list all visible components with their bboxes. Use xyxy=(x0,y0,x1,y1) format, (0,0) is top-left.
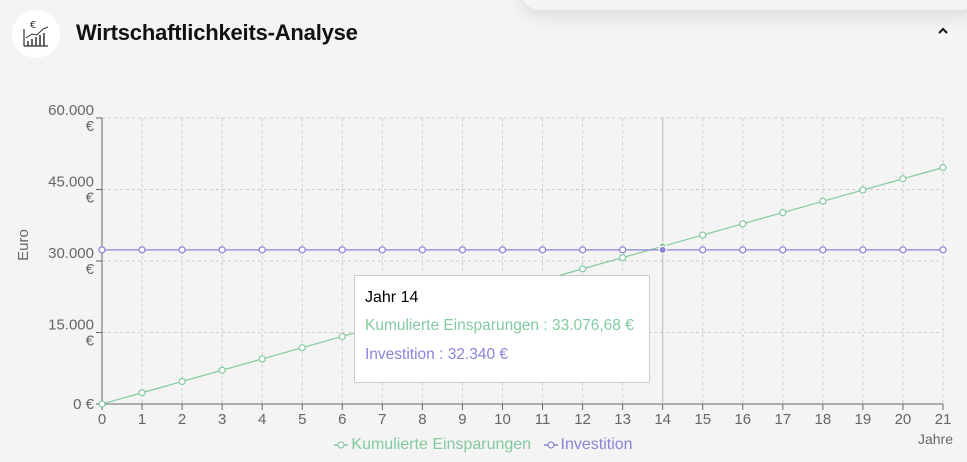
x-tick-label: 10 xyxy=(494,411,511,428)
data-point xyxy=(298,344,306,352)
data-point xyxy=(218,366,226,374)
data-point xyxy=(298,246,306,254)
y-tick-label: 15.000 € xyxy=(48,317,95,350)
data-point xyxy=(619,254,627,262)
x-tick-label: 11 xyxy=(535,411,551,428)
data-point xyxy=(939,246,947,254)
x-tick-label: 3 xyxy=(218,411,226,428)
data-point xyxy=(98,400,106,408)
data-point xyxy=(338,332,346,341)
x-tick-label: 9 xyxy=(458,411,466,428)
chevron-up-icon[interactable] xyxy=(934,22,952,40)
x-tick-label: 1 xyxy=(138,411,146,428)
y-tick-label-line: 30.000 xyxy=(48,245,94,262)
x-axis-label: Jahre xyxy=(918,431,953,447)
chart-euro-icon: € xyxy=(12,10,60,58)
y-tick-label-line: 60.000 xyxy=(48,102,94,119)
y-tick-label-line: € xyxy=(86,333,95,350)
data-point xyxy=(859,246,867,254)
tooltip-savings: Kumulierte Einsparungen : 33.076,68 € xyxy=(365,317,634,334)
x-tick-label: 17 xyxy=(774,411,791,428)
x-tick-label: 4 xyxy=(258,411,266,428)
legend-label-savings: Kumulierte Einsparungen xyxy=(351,436,532,453)
data-point xyxy=(658,245,667,255)
x-tick-label: 14 xyxy=(654,411,671,428)
data-point xyxy=(258,246,266,254)
y-axis-label: Euro xyxy=(15,229,32,261)
x-tick-label: 0 xyxy=(98,411,106,428)
data-point xyxy=(178,377,186,386)
x-tick-label: 20 xyxy=(895,411,912,428)
data-point xyxy=(178,246,186,254)
data-point xyxy=(899,175,907,183)
data-point xyxy=(578,265,587,273)
data-point xyxy=(739,246,747,254)
y-tick-label-line: 0 € xyxy=(73,396,95,413)
x-tick-label: 5 xyxy=(298,411,306,428)
data-point xyxy=(138,389,146,397)
y-tick-label: 45.000 € xyxy=(48,174,95,207)
data-point xyxy=(378,246,386,254)
y-tick-label: 60.000 € xyxy=(48,102,95,135)
legend-line-marker-icon xyxy=(334,441,349,449)
legend-item-investment[interactable]: Investition xyxy=(543,436,633,454)
y-tick-label: 30.000 € xyxy=(48,245,95,278)
y-tick-label-line: € xyxy=(86,190,95,207)
data-point xyxy=(418,246,426,254)
legend-line-marker-icon xyxy=(543,441,558,449)
svg-text:€: € xyxy=(30,20,36,31)
data-point xyxy=(819,197,827,205)
data-point xyxy=(538,246,547,254)
data-point xyxy=(779,208,787,217)
legend-item-savings[interactable]: Kumulierte Einsparungen xyxy=(334,436,531,454)
x-tick-label: 21 xyxy=(935,411,952,428)
y-tick-label-line: € xyxy=(86,261,95,278)
chart-series xyxy=(98,118,947,408)
data-point xyxy=(939,163,947,172)
chart-axes: 0 1 2 3 4 5 6 7 8 9 10 11 12 13 14 15 16 17 18 19 20 210 €15.… xyxy=(48,102,951,428)
data-point xyxy=(458,246,467,254)
page-title: Wirtschaftlichkeits-Analyse xyxy=(76,20,358,45)
x-tick-label: 13 xyxy=(614,411,631,428)
chart-tooltip: Jahr 14 Kumulierte Einsparungen : 33.076… xyxy=(354,275,650,383)
y-tick-label-line: € xyxy=(86,118,95,135)
x-tick-label: 6 xyxy=(338,411,346,428)
x-tick-label: 8 xyxy=(418,411,426,428)
data-point xyxy=(138,246,146,254)
decorative-shadow xyxy=(520,0,967,10)
data-point xyxy=(619,246,627,254)
data-point xyxy=(699,246,707,254)
data-point xyxy=(699,231,707,239)
data-point xyxy=(819,246,827,254)
data-point xyxy=(338,246,346,254)
data-point xyxy=(218,246,226,254)
data-point xyxy=(498,246,507,254)
y-tick-label-line: 45.000 xyxy=(48,174,94,191)
x-tick-label: 15 xyxy=(694,411,711,428)
tooltip-investment: Investition : 32.340 € xyxy=(365,346,509,363)
y-tick-label: 0 € xyxy=(73,396,95,413)
tooltip-title: Jahr 14 xyxy=(365,289,419,306)
x-tick-label: 12 xyxy=(574,411,591,428)
data-point xyxy=(258,355,266,363)
data-point xyxy=(859,186,867,194)
x-tick-label: 7 xyxy=(378,411,386,428)
chart-legend: Kumulierte Einsparungen Investition xyxy=(0,436,967,455)
data-point xyxy=(739,220,747,228)
data-point xyxy=(779,246,787,254)
legend-label-investment: Investition xyxy=(560,436,633,453)
data-point xyxy=(578,246,587,254)
x-tick-label: 2 xyxy=(178,411,186,428)
x-tick-label: 18 xyxy=(815,411,832,428)
data-point xyxy=(98,246,106,254)
data-point xyxy=(899,246,907,254)
y-tick-label-line: 15.000 xyxy=(48,317,94,334)
x-tick-label: 16 xyxy=(734,411,751,428)
x-tick-label: 19 xyxy=(855,411,872,428)
